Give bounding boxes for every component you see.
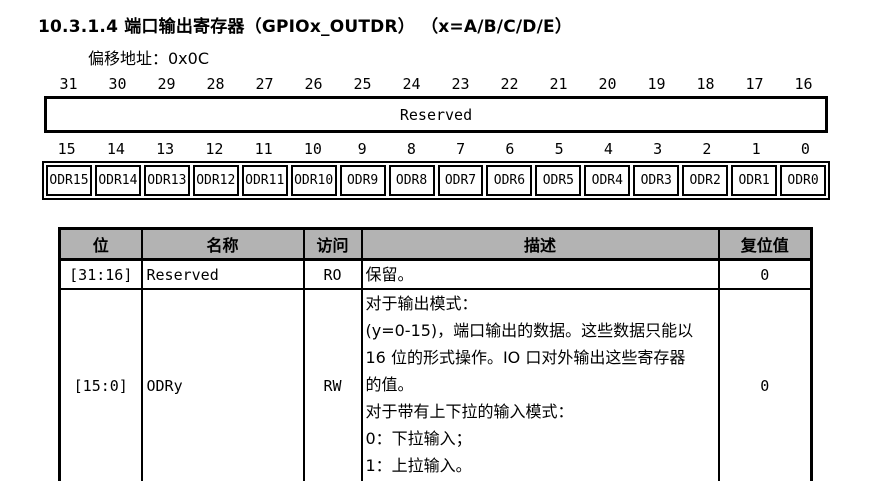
bit-number: 29 — [157, 75, 176, 93]
bit-number: 25 — [353, 75, 372, 93]
bit-number: 7 — [456, 140, 466, 158]
odr-bits-row: ODR15 ODR14 ODR13 ODR12 ODR11 ODR10 ODR9 ODR8 OD… — [42, 161, 830, 200]
odr-bit-cell: ODR11 — [241, 165, 288, 196]
bit-number: 10 — [303, 140, 322, 158]
odr-bit-cell: ODR7 — [437, 165, 484, 196]
desc-line: 0：下拉输入； — [365, 429, 472, 448]
header-access: 访问 — [302, 227, 363, 261]
desc-line: 16 位的形式操作。IO 口对外输出这些寄存器 — [365, 348, 686, 367]
bit-number: 22 — [500, 75, 519, 93]
header-bit: 位 — [58, 227, 143, 261]
bit-number: 8 — [406, 140, 416, 158]
access-type: RO — [302, 258, 363, 290]
bit-number: 6 — [505, 140, 515, 158]
bit-number: 24 — [402, 75, 421, 93]
bit-number: 14 — [106, 140, 125, 158]
header-description: 描述 — [360, 227, 720, 261]
desc-line: 的值。 — [365, 375, 414, 394]
odr-bit-cell: ODR12 — [192, 165, 239, 196]
access-type: RW — [302, 288, 363, 481]
odr-bit-cell: ODR8 — [388, 165, 435, 196]
bit-number: 5 — [554, 140, 564, 158]
bit-number: 11 — [254, 140, 273, 158]
bit-number: 23 — [451, 75, 470, 93]
bit-number: 31 — [59, 75, 78, 93]
reset-value: 0 — [717, 258, 813, 290]
table-row: [31:16] Reserved RO 保留。 0 — [58, 258, 813, 290]
section-title: 10.3.1.4 端口输出寄存器（GPIOx_OUTDR） （x=A/B/C/D… — [38, 17, 573, 37]
reset-value: 0 — [717, 288, 813, 481]
odr-bit-cell: ODR9 — [339, 165, 386, 196]
desc-line: 1：上拉输入。 — [365, 456, 472, 475]
field-description: 保留。 — [360, 258, 720, 290]
bit-number: 12 — [205, 140, 224, 158]
table-row: [15:0] ODRy RW 对于输出模式： (y=0-15)，端口输出的数据。这… — [58, 288, 813, 481]
bit-numbers-high: 31 30 29 28 27 26 25 24 23 22 21 20 19 18 17 16 — [44, 74, 828, 94]
odr-bit-cell: ODR4 — [584, 165, 631, 196]
bit-number: 20 — [598, 75, 617, 93]
odr-bit-cell: ODR14 — [94, 165, 141, 196]
bit-number: 16 — [794, 75, 813, 93]
odr-bit-cell: ODR15 — [46, 165, 92, 196]
odr-bit-cell: ODR2 — [682, 165, 729, 196]
bit-number: 13 — [156, 140, 175, 158]
register-description-table: 位 名称 访问 描述 复位值 [31:16] Reserved RO 保留。 0… — [58, 227, 813, 481]
header-name: 名称 — [140, 227, 305, 261]
odr-bit-cell: ODR0 — [780, 165, 826, 196]
bit-number: 4 — [603, 140, 613, 158]
bit-number: 17 — [745, 75, 764, 93]
desc-line: 保留。 — [365, 265, 414, 284]
bit-number: 15 — [57, 140, 76, 158]
offset-address: 偏移地址：0x0C — [88, 49, 210, 68]
bit-number: 0 — [800, 140, 810, 158]
desc-line: 对于输出模式： — [365, 294, 478, 313]
odr-bit-cell: ODR10 — [290, 165, 337, 196]
table-header-row: 位 名称 访问 描述 复位值 — [58, 227, 813, 261]
bit-number: 27 — [255, 75, 274, 93]
bit-number: 18 — [696, 75, 715, 93]
bit-number: 30 — [108, 75, 127, 93]
bit-numbers-low: 15 14 13 12 11 10 9 8 7 6 5 4 3 2 1 0 — [42, 139, 830, 159]
bit-number: 9 — [357, 140, 367, 158]
bit-number: 21 — [549, 75, 568, 93]
odr-bit-cell: ODR3 — [633, 165, 680, 196]
bit-number: 2 — [702, 140, 712, 158]
desc-line: 对于带有上下拉的输入模式： — [365, 402, 574, 421]
bit-number: 28 — [206, 75, 225, 93]
bit-number: 1 — [751, 140, 761, 158]
reserved-label: Reserved — [399, 105, 473, 124]
odr-bit-cell: ODR5 — [535, 165, 582, 196]
field-description: 对于输出模式： (y=0-15)，端口输出的数据。这些数据只能以 16 位的形式操作… — [360, 288, 720, 481]
odr-bit-cell: ODR13 — [143, 165, 190, 196]
reserved-bits-box: Reserved — [44, 96, 828, 133]
odr-bit-cell: ODR6 — [486, 165, 533, 196]
header-reset-value: 复位值 — [717, 227, 813, 261]
bit-range: [31:16] — [58, 258, 143, 290]
bit-range: [15:0] — [58, 288, 143, 481]
field-name: Reserved — [140, 258, 305, 290]
bit-number: 19 — [647, 75, 666, 93]
bit-number: 26 — [304, 75, 323, 93]
odr-bit-cell: ODR1 — [731, 165, 778, 196]
bit-number: 3 — [653, 140, 663, 158]
desc-line: (y=0-15)，端口输出的数据。这些数据只能以 — [365, 321, 694, 340]
field-name: ODRy — [140, 288, 305, 481]
